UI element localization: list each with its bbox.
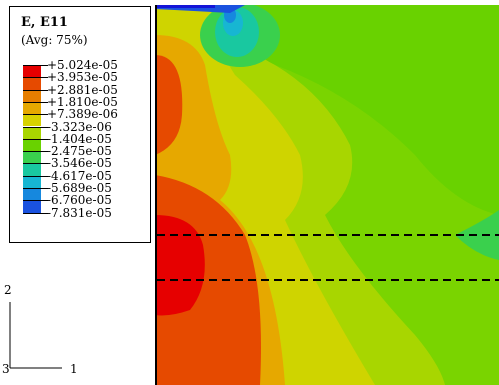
legend-tick-label: -6.760e-05: [47, 193, 112, 208]
legend-tick-label: -2.475e-05: [47, 144, 112, 159]
legend-color-swatch: [23, 66, 41, 78]
legend-tick-label: +3.953e-05: [47, 70, 118, 85]
legend-tick-label: -5.689e-05: [47, 181, 112, 195]
legend-tick-label: -3.323e-06: [47, 119, 112, 134]
legend-color-swatch: [23, 102, 41, 115]
legend-color-swatch: [23, 78, 41, 90]
legend-tick-label: +5.024e-05: [47, 58, 118, 72]
legend-tick-label: +7.389e-06: [47, 107, 118, 122]
triad-label-3: 3: [2, 362, 10, 376]
legend-tick-line: [23, 163, 48, 165]
contour-region-green-upper: [225, 5, 499, 215]
contour-plot: [155, 5, 499, 385]
legend-color-swatch: [23, 152, 41, 164]
legend-color-swatch: [23, 115, 41, 127]
legend-color-swatch: [23, 189, 41, 201]
legend-tick-line: [23, 101, 48, 103]
legend-tick-line: [23, 65, 48, 66]
legend-tick-label: -4.617e-05: [47, 168, 112, 183]
legend-tick-line: [23, 151, 48, 153]
legend-subtitle: (Avg: 75%): [21, 33, 88, 47]
triad-label-1: 1: [70, 362, 78, 376]
legend-box: E, E11 (Avg: 75%) +5.024e-05 +3.953e-05 +2…: [9, 6, 151, 243]
legend-color-swatch: [23, 164, 41, 176]
legend-tick-line: [23, 138, 48, 140]
legend-tick-label: -1.404e-05: [47, 131, 112, 146]
legend-tick-label: +2.881e-05: [47, 82, 118, 97]
legend-tick-label: -7.831e-05: [47, 205, 112, 220]
legend-color-swatch: [23, 201, 41, 213]
legend-tick-line: [23, 188, 48, 189]
legend-tick-line: [23, 89, 48, 91]
contour-region-top-edge: [155, 5, 215, 8]
triad-label-2: 2: [4, 283, 12, 297]
legend-tick-line: [23, 126, 48, 128]
legend-color-swatch: [23, 139, 41, 152]
legend-tick-line: [23, 114, 48, 116]
coordinate-triad: [9, 302, 62, 369]
legend-tick-line: [23, 212, 48, 214]
legend-color-swatch: [23, 90, 41, 102]
legend-tick-label: +1.810e-05: [47, 94, 118, 109]
legend-tick-line: [23, 77, 48, 79]
legend-tick-label: -3.546e-05: [47, 156, 112, 171]
contour-region-red: [155, 215, 205, 316]
contour-region-orange-red-top: [155, 55, 183, 155]
legend-color-swatch: [23, 176, 41, 188]
legend-color-swatch: [23, 127, 41, 139]
legend-tick-line: [23, 175, 48, 177]
legend-title: E, E11: [21, 15, 68, 30]
legend-tick-line: [23, 200, 48, 202]
